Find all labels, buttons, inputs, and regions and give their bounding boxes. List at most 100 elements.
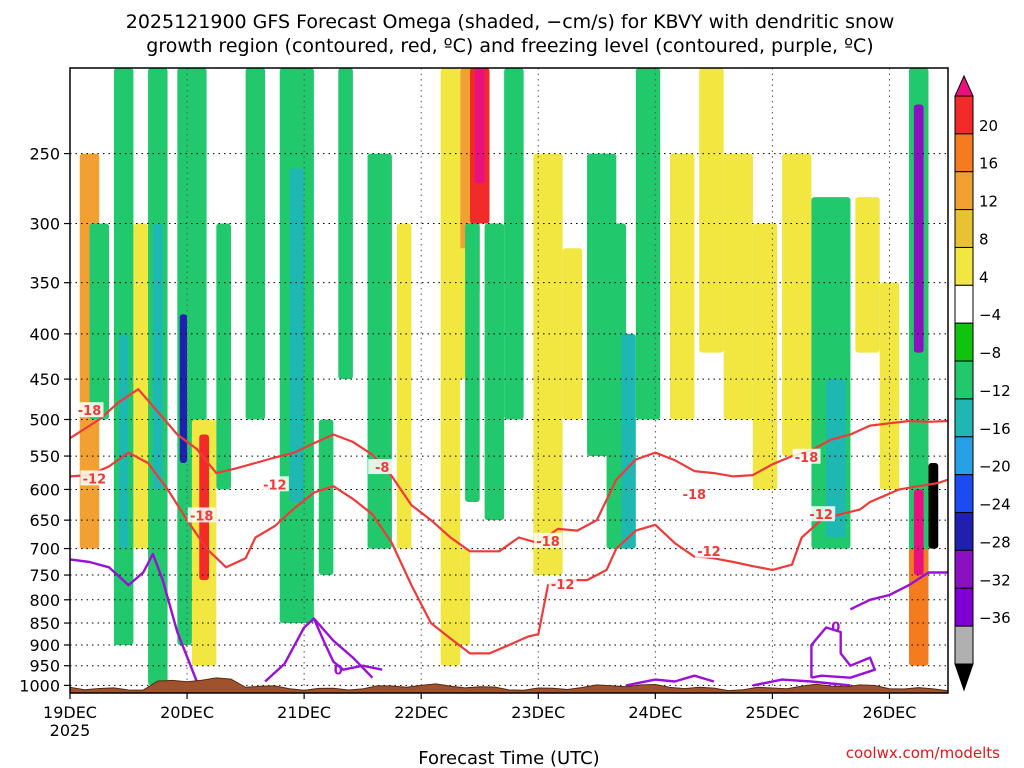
freezing-contour-line [69,552,198,682]
freezing-contour-line [810,626,876,679]
dgz-contour-label-bg [680,485,709,501]
omega-cell [723,153,753,420]
freezing-contour-line [849,571,948,611]
omega-cell [152,223,163,490]
terrain-fill [69,677,949,694]
omega-cell [199,434,210,581]
colorbar-segment [954,209,974,248]
freezing-contour-line [752,678,851,687]
y-tick-label: 500 [29,411,60,430]
plot-area: -18-12-18-12-8-18-12-18-12-18-12 00 [69,67,949,694]
x-axis-label: Forecast Time (UTC) [418,748,599,768]
colorbar-label: −8 [979,344,1001,362]
omega-cell [465,223,480,503]
dgz-contour-label: -18 [536,535,560,550]
dgz-contour-label-bg [694,542,723,558]
dgz-contour-label-bg [260,476,289,492]
omega-cell [216,223,231,490]
omega-cell [913,489,924,576]
x-tick-label: 20DEC [160,703,214,722]
dgz-contour-label-bg [75,402,104,418]
y-tick-label: 300 [29,215,60,234]
colorbar: 20 16 12 8 4 −4 −8 −12 −16 −20 −24 −28 −32 −36 [954,74,1011,692]
colorbar-segment [954,246,974,286]
omega-cell [533,153,563,576]
omega-cell [562,248,583,420]
x-tick-sublabel: 2025 [50,721,91,740]
omega-cell [179,314,188,463]
freezing-contour-label: 0 [334,664,343,679]
colorbar-segment [954,549,974,589]
colorbar-segment [954,95,974,135]
dgz-contour-label: -12 [809,508,833,523]
colorbar-label: −32 [979,571,1011,589]
dgz-contour-label: -12 [263,478,287,493]
x-tick-label: 25DEC [745,703,799,722]
colorbar-segment [954,322,974,362]
omega-cell [396,223,412,549]
omega-cell [474,68,485,184]
x-tick-label: 21DEC [277,703,331,722]
grid-lines [70,68,948,693]
colorbar-segment [954,284,974,324]
omega-cell [913,104,924,353]
colorbar-label: −36 [979,609,1011,627]
chart-title-line-1: 2025121900 GFS Forecast Omega (shaded, −… [126,11,895,33]
colorbar-segment [954,360,974,400]
x-tick-label: 23DEC [511,703,565,722]
dgz-contour-label-bg [368,459,397,475]
colorbar-segment [954,133,974,173]
y-tick-label: 850 [29,614,60,633]
y-tick-label: 650 [29,511,60,530]
chart-title-line-2: growth region (contoured, red, ºC) and f… [146,35,873,57]
colorbar-segment [954,512,974,551]
y-tick-label: 900 [29,636,60,655]
omega-cell [826,379,846,538]
plot-frame [69,67,949,694]
dgz-contour-label-bg [534,532,563,548]
terrain-surface [69,677,949,694]
dgz-contour-label: -18 [190,509,214,524]
y-tick-label: 600 [29,480,60,499]
omega-cell [318,419,334,576]
omega-cell [621,333,636,549]
y-tick-label: 450 [29,370,60,389]
freezing-level-contours: 00 [69,552,948,687]
freezing-contour-line [625,674,715,687]
omega-cell [879,282,900,490]
colorbar-label: 12 [979,193,998,211]
credit-text: coolwx.com/modelts [846,744,1000,762]
y-axis-ticks: 250 300 350 400 450 500 550 600 650 700 750 800 850 9… [19,145,70,695]
dgz-contour-label: -12 [83,472,107,487]
colorbar-segment [954,398,974,438]
colorbar-label: 4 [979,268,989,286]
dgz-contour-label: -12 [697,545,721,560]
dgz-contour-label: -8 [375,461,389,476]
colorbar-label: −4 [979,306,1001,324]
freezing-contour-label: 0 [831,621,840,636]
colorbar-label: 16 [979,155,998,173]
colorbar-label: −28 [979,533,1011,551]
y-tick-label: 1000 [19,676,60,695]
y-tick-label: 250 [29,145,60,164]
omega-cell [89,223,110,420]
x-tick-label: 26DEC [862,703,916,722]
dgz-contour-label-bg [792,448,821,464]
colorbar-top-arrow [954,74,974,97]
omega-cell [440,68,461,666]
x-tick-label: 19DEC [43,703,97,722]
dgz-contour-label: -12 [551,578,575,593]
omega-cell [245,68,266,420]
colorbar-segment [954,474,974,514]
y-tick-label: 950 [29,657,60,676]
omega-cell [928,462,939,549]
y-tick-label: 800 [29,591,60,610]
omega-cell [699,68,724,353]
dgz-contour-label-bg [187,507,216,523]
y-tick-label: 400 [29,325,60,344]
dendritic-growth-contours: -18 -12 -18 -12 -8 -18 -12 -18 -12 -18 -12 [69,388,949,655]
dgz-contour-label-bg [548,576,577,592]
omega-cell [635,68,661,420]
